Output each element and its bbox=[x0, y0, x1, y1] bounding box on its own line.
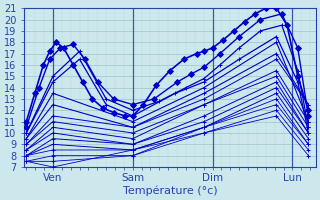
X-axis label: Température (°c): Température (°c) bbox=[123, 185, 217, 196]
